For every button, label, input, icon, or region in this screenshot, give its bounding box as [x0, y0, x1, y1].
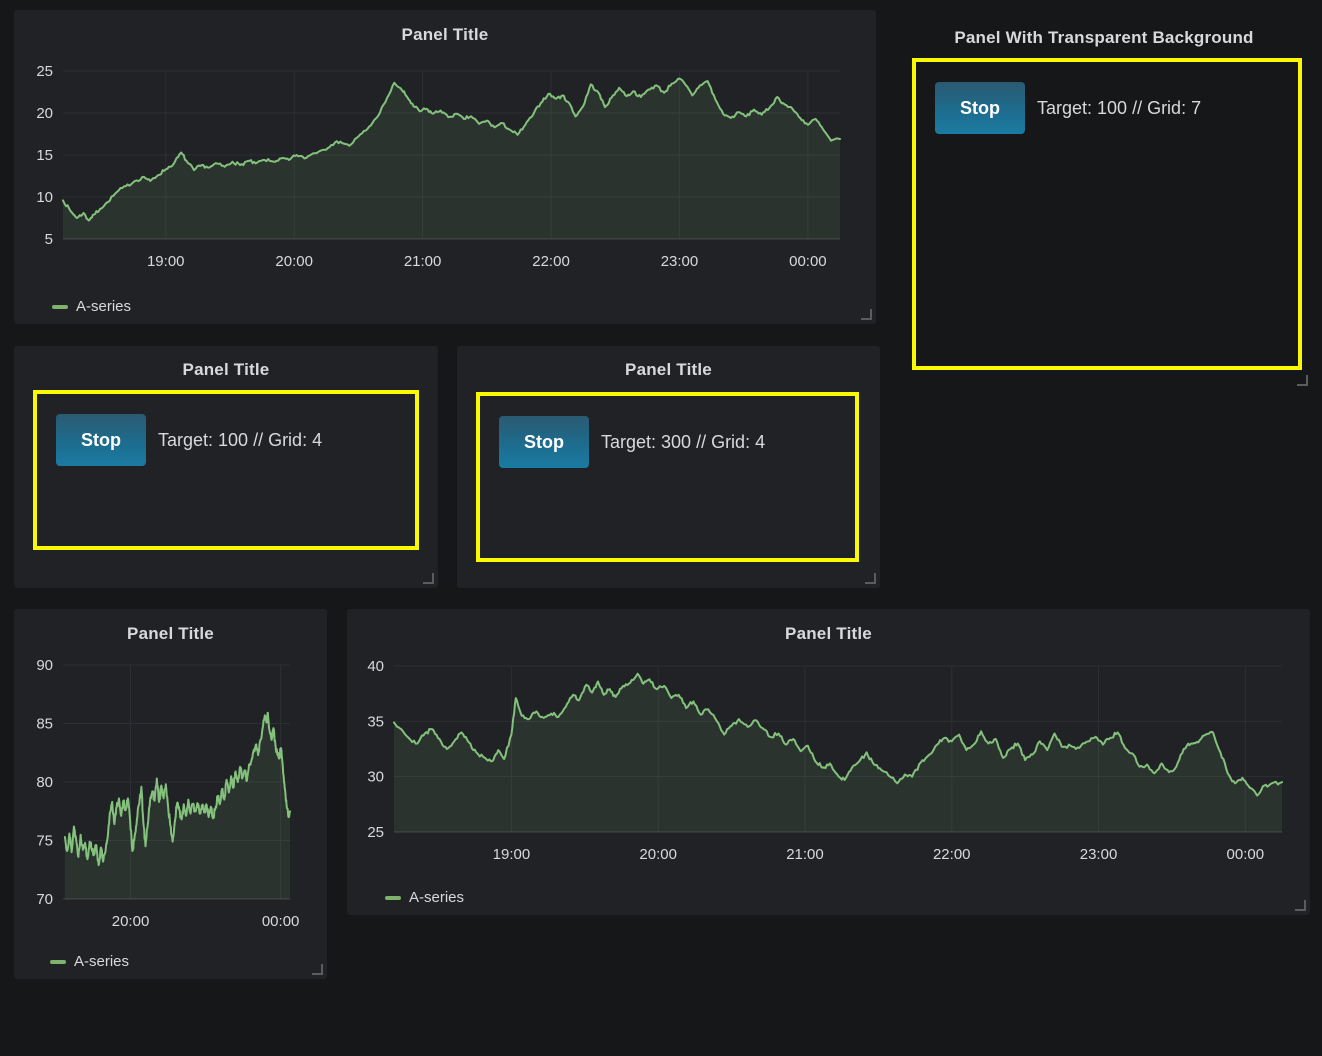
legend-label: A-series: [74, 953, 130, 970]
legend-label: A-series: [76, 298, 132, 315]
x-tick-label: 19:00: [147, 253, 185, 270]
legend-swatch-icon: [50, 959, 66, 964]
y-tick-label: 25: [36, 63, 53, 80]
legend-label: A-series: [409, 889, 465, 906]
y-tick-label: 75: [36, 833, 53, 850]
x-tick-label: 22:00: [933, 846, 971, 863]
y-tick-label: 85: [36, 716, 53, 733]
panel-title: Panel Title: [401, 25, 489, 44]
chart-area-fill: [394, 673, 1282, 832]
x-tick-label: 19:00: [493, 846, 531, 863]
y-tick-label: 20: [36, 105, 53, 122]
button-row: Stop Target: 100 // Grid: 7: [916, 62, 1298, 134]
panel-title: Panel With Transparent Background: [954, 28, 1254, 47]
y-tick-label: 15: [36, 147, 53, 164]
x-tick-label: 22:00: [532, 253, 570, 270]
time-series-chart[interactable]: 5 10 15 20 25 19:00 20:00 21:00 22:00 23:00 00:00: [14, 10, 876, 324]
resize-handle[interactable]: [423, 573, 434, 584]
target-info-text: Target: 100 // Grid: 4: [158, 429, 323, 450]
chart-line: [63, 711, 291, 867]
y-tick-label: 90: [36, 657, 53, 674]
highlight-border-box: Stop Target: 100 // Grid: 7: [912, 58, 1302, 370]
resize-handle[interactable]: [1295, 900, 1306, 911]
x-tick-label: 00:00: [789, 253, 827, 270]
x-tick-label: 23:00: [1080, 846, 1118, 863]
stop-button[interactable]: Stop: [935, 82, 1025, 134]
resize-handle[interactable]: [861, 309, 872, 320]
button-row: Stop Target: 100 // Grid: 4: [37, 394, 415, 466]
highlight-border-box: Stop Target: 300 // Grid: 4: [476, 392, 859, 562]
y-tick-label: 5: [45, 231, 53, 248]
x-tick-label: 21:00: [404, 253, 442, 270]
legend-item[interactable]: A-series: [385, 889, 464, 906]
panel-title: Panel Title: [785, 624, 872, 643]
resize-handle[interactable]: [312, 964, 323, 975]
panel-title: Panel Title: [182, 360, 270, 379]
panel-title: Panel Title: [127, 624, 214, 643]
legend-item[interactable]: A-series: [52, 298, 131, 315]
chart-svg: 70 75 80 85 90 20:00 00:00: [36, 657, 300, 930]
y-tick-label: 80: [36, 774, 53, 791]
x-tick-label: 20:00: [112, 913, 150, 930]
y-tick-label: 30: [367, 769, 384, 786]
panel-bottom-small-chart: Panel Title 70 75 80 85 90 20:00 00:00 A-serie…: [14, 609, 327, 979]
resize-handle[interactable]: [865, 573, 876, 584]
y-tick-label: 40: [367, 658, 384, 675]
panel-transparent-background: Panel With Transparent Background Stop T…: [896, 10, 1312, 390]
panel-title: Panel Title: [625, 360, 712, 379]
chart-svg: 5 10 15 20 25 19:00 20:00 21:00 22:00 23:00 00:00: [36, 63, 841, 270]
chart-area-fill: [64, 712, 291, 899]
legend-item[interactable]: A-series: [50, 953, 129, 970]
target-info-text: Target: 300 // Grid: 4: [601, 431, 766, 452]
y-tick-label: 35: [367, 713, 384, 730]
chart-area-fill: [63, 78, 840, 239]
x-tick-label: 20:00: [275, 253, 313, 270]
time-series-chart[interactable]: 70 75 80 85 90 20:00 00:00: [14, 609, 327, 979]
panel-top-chart: Panel Title 5 10 15 20 25 19:00 20:00 21:00 22:0…: [14, 10, 876, 324]
chart-line: [393, 672, 1283, 797]
y-tick-label: 10: [36, 189, 53, 206]
panel-button-mid-center: Panel Title Stop Target: 300 // Grid: 4: [457, 346, 880, 588]
panel-button-mid-left: Panel Title Stop Target: 100 // Grid: 4: [14, 346, 438, 588]
x-tick-label: 20:00: [639, 846, 677, 863]
stop-button[interactable]: Stop: [56, 414, 146, 466]
x-tick-label: 00:00: [262, 913, 300, 930]
x-tick-label: 21:00: [786, 846, 824, 863]
chart-svg: 25 30 35 40 19:00 20:00 21:00 22:00 23:00 00:00: [367, 658, 1283, 863]
panel-bottom-wide-chart: Panel Title 25 30 35 40 19:00 20:00 21:00 22:00…: [347, 609, 1310, 915]
y-tick-label: 25: [367, 824, 384, 841]
chart-line: [62, 77, 841, 222]
resize-handle[interactable]: [1297, 375, 1308, 386]
x-tick-label: 23:00: [661, 253, 699, 270]
target-info-text: Target: 100 // Grid: 7: [1037, 97, 1202, 118]
legend-swatch-icon: [385, 895, 401, 900]
time-series-chart[interactable]: 25 30 35 40 19:00 20:00 21:00 22:00 23:00 00:00: [347, 609, 1310, 915]
x-tick-label: 00:00: [1227, 846, 1265, 863]
button-row: Stop Target: 300 // Grid: 4: [480, 396, 855, 468]
y-tick-label: 70: [36, 891, 53, 908]
highlight-border-box: Stop Target: 100 // Grid: 4: [33, 390, 419, 550]
stop-button[interactable]: Stop: [499, 416, 589, 468]
legend-swatch-icon: [52, 304, 68, 309]
